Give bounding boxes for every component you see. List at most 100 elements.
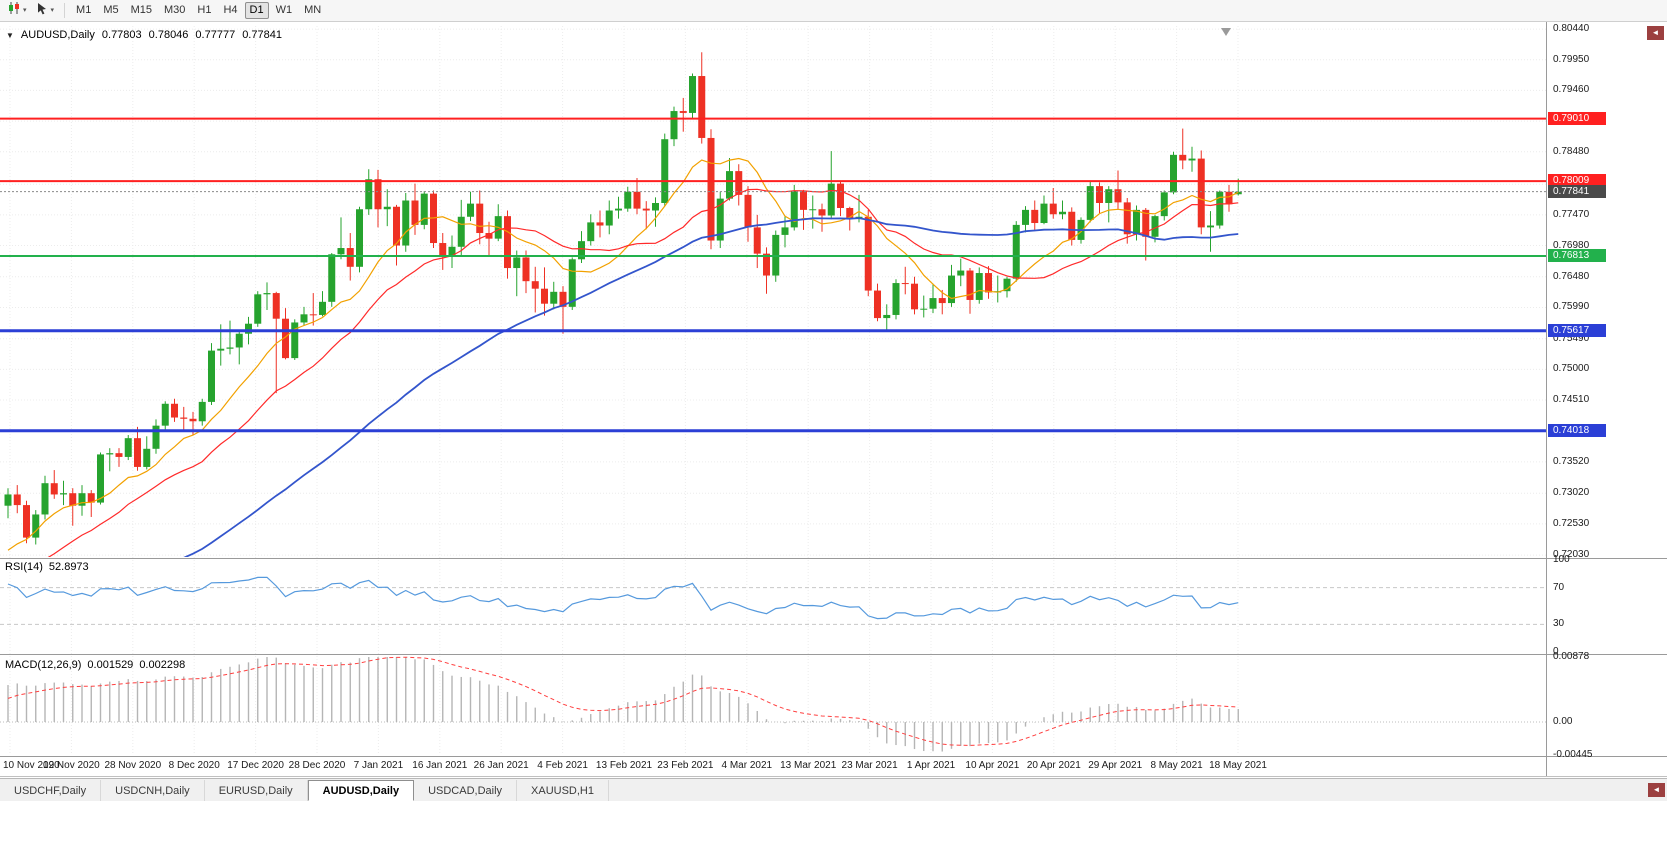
candle xyxy=(559,291,567,307)
timeframe-button-h4[interactable]: H4 xyxy=(223,4,238,16)
candle xyxy=(1133,209,1140,235)
date-label: 4 Mar 2021 xyxy=(721,760,773,771)
candle xyxy=(837,183,844,209)
candle xyxy=(485,233,493,239)
chart-tab-eurusd-daily[interactable]: EURUSD,Daily xyxy=(205,780,308,801)
candle xyxy=(911,283,918,310)
rsi-scale-label: 0 xyxy=(1553,646,1559,657)
open-value: 0.77803 xyxy=(101,29,142,41)
candle xyxy=(605,210,613,226)
chart-tab-usdchf-daily[interactable]: USDCHF,Daily xyxy=(0,780,102,801)
macd-signal-line xyxy=(7,656,1239,746)
candle xyxy=(1188,158,1196,161)
candle xyxy=(235,333,243,348)
candle xyxy=(1225,191,1233,205)
candle xyxy=(457,216,465,247)
candle xyxy=(115,453,123,457)
drawing-tools-button[interactable]: ▾ xyxy=(32,2,59,20)
candle xyxy=(420,193,428,225)
price-tick-label: 0.76980 xyxy=(1553,239,1590,251)
candle xyxy=(846,208,854,219)
macd-panel-area[interactable] xyxy=(0,657,1546,755)
chart-tab-usdcad-daily[interactable]: USDCAD,Daily xyxy=(414,780,518,801)
candle xyxy=(263,293,271,295)
candle xyxy=(753,227,761,254)
price-tick-label: 0.75490 xyxy=(1553,332,1590,344)
chart-tab-audusd-daily[interactable]: AUDUSD,Daily xyxy=(307,780,415,801)
price-tick-label: 0.79460 xyxy=(1553,84,1590,96)
candle xyxy=(356,209,363,267)
candle xyxy=(883,314,891,319)
candle xyxy=(966,270,974,300)
price-tick-label: 0.73020 xyxy=(1553,487,1590,499)
chart-tab-usdcnh-daily[interactable]: USDCNH,Daily xyxy=(101,780,205,801)
timeframe-button-d1[interactable]: D1 xyxy=(244,2,269,19)
candle xyxy=(1234,191,1242,195)
moving-average-line xyxy=(47,188,1239,557)
date-axis[interactable]: 10 Nov 2020 19 Nov 2020 28 Nov 2020 8 Dec 2… xyxy=(0,757,1546,776)
candle xyxy=(578,241,585,260)
main-chart-area[interactable] xyxy=(0,26,1546,557)
candle xyxy=(624,191,632,209)
candle xyxy=(957,270,965,276)
rsi-current-value: 52.8973 xyxy=(48,561,89,573)
date-label: 28 Nov 2020 xyxy=(104,760,162,771)
timeframe-button-m1[interactable]: M1 xyxy=(76,4,92,16)
candle xyxy=(87,493,95,503)
candle xyxy=(143,448,151,467)
timeframe-button-w1[interactable]: W1 xyxy=(275,4,293,16)
candles-layer xyxy=(4,52,1242,557)
candle xyxy=(1114,189,1122,203)
timeframe-button-mn[interactable]: MN xyxy=(304,4,322,16)
candle xyxy=(69,493,77,506)
candle xyxy=(60,493,67,495)
price-axis-border xyxy=(1546,22,1547,776)
candle xyxy=(1142,209,1150,237)
timeframe-button-h1[interactable]: H1 xyxy=(197,4,212,16)
timeframe-button-m15[interactable]: M15 xyxy=(130,4,152,16)
chart-type-button[interactable]: ▾ xyxy=(3,2,31,20)
candle xyxy=(448,246,456,257)
symbol-timeframe-label: AUDUSD,Daily xyxy=(20,29,95,41)
timeframe-button-m5[interactable]: M5 xyxy=(103,4,119,16)
candle xyxy=(180,417,188,419)
chart-tab-xauusd-h1[interactable]: XAUUSD,H1 xyxy=(517,780,609,801)
candle xyxy=(1049,203,1057,215)
candle xyxy=(790,190,798,228)
candle xyxy=(587,222,595,242)
price-badge-0.79010: 0.79010 xyxy=(1548,111,1606,125)
candle xyxy=(1086,186,1094,220)
candle xyxy=(365,179,373,210)
panel-separator[interactable] xyxy=(0,654,1667,655)
chart-menu-arrow-icon[interactable]: ▼ xyxy=(6,31,14,40)
timeframe-button-m30[interactable]: M30 xyxy=(164,4,186,16)
chart-shift-marker[interactable] xyxy=(1221,28,1231,36)
candle xyxy=(938,298,946,304)
timeframe-buttons: M1 M5 M15 M30 H1 H4 D1 W1 MN xyxy=(70,2,327,19)
candle xyxy=(800,190,807,210)
candle xyxy=(1105,189,1113,203)
candle xyxy=(1068,211,1076,240)
candle xyxy=(282,318,289,359)
macd-scale-label: 0.00 xyxy=(1553,716,1573,728)
candle xyxy=(985,273,992,293)
axis-scroll-button[interactable]: ◄ xyxy=(1647,26,1664,40)
price-axis[interactable]: 0.80440 0.79950 0.79460 0.78480 0.77470 0.769… xyxy=(1547,0,1667,776)
rsi-panel-area[interactable] xyxy=(0,560,1546,652)
date-axis-border xyxy=(0,776,1667,777)
candle xyxy=(596,222,604,226)
date-label: 29 Apr 2021 xyxy=(1088,760,1143,771)
date-label: 17 Dec 2020 xyxy=(227,760,284,771)
price-tick-label: 0.72530 xyxy=(1553,517,1590,529)
tab-scroll-left-button[interactable]: ◄ xyxy=(1648,783,1665,797)
candle xyxy=(735,171,743,195)
candle xyxy=(670,111,678,140)
candle xyxy=(744,194,752,228)
candle xyxy=(383,206,391,210)
candle xyxy=(32,514,40,538)
cursor-icon xyxy=(36,2,49,20)
candle xyxy=(568,259,576,307)
candle xyxy=(1216,191,1224,226)
panel-separator[interactable] xyxy=(0,558,1667,559)
